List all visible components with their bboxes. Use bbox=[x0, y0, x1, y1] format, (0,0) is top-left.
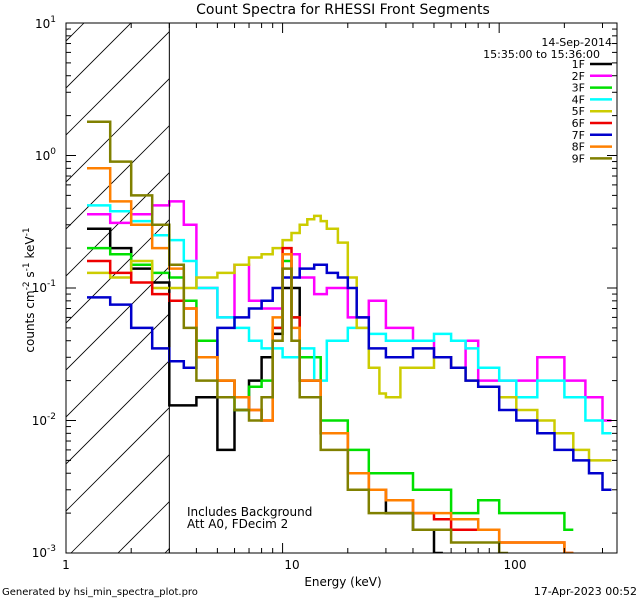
hatch-line bbox=[66, 219, 170, 324]
y-tick-label-1e-3: 10-3 bbox=[32, 544, 56, 560]
legend-label-1F: 1F bbox=[572, 58, 585, 71]
series-layer bbox=[87, 120, 612, 553]
chart-title: Count Spectra for RHESSI Front Segments bbox=[196, 2, 490, 18]
hatch-line bbox=[66, 31, 170, 136]
legend-label-5F: 5F bbox=[572, 105, 585, 118]
legend-date: 14-Sep-2014 bbox=[541, 36, 612, 49]
y-tick-label-1e-1: 10-1 bbox=[32, 279, 56, 295]
legend-label-3F: 3F bbox=[572, 82, 585, 95]
legend-label-8F: 8F bbox=[572, 141, 585, 154]
y-tick-label-1e1: 101 bbox=[35, 15, 56, 31]
hatch-line bbox=[66, 78, 170, 183]
y-tick-label-1e-2: 10-2 bbox=[32, 412, 56, 428]
x-tick-label-100: 100 bbox=[504, 558, 527, 572]
legend-label-7F: 7F bbox=[572, 129, 585, 142]
x-axis-label: Energy (keV) bbox=[304, 575, 381, 589]
hatch-line bbox=[70, 454, 170, 553]
axis-ticks bbox=[65, 22, 617, 554]
hatch-line bbox=[400, 23, 640, 553]
legend-label-6F: 6F bbox=[572, 117, 585, 130]
annotation-background: Includes Background bbox=[187, 505, 312, 519]
series-line-9F bbox=[87, 120, 509, 553]
x-tick-label-1: 1 bbox=[62, 558, 70, 572]
footer-generated: Generated by hsi_min_spectra_plot.pro bbox=[2, 587, 198, 598]
hatch-line bbox=[66, 266, 170, 371]
y-tick-label-1e0: 100 bbox=[35, 147, 56, 163]
hatch-line bbox=[66, 360, 170, 465]
x-tick-label-10: 10 bbox=[284, 558, 299, 572]
legend-label-9F: 9F bbox=[572, 152, 585, 165]
legend-label-4F: 4F bbox=[572, 93, 585, 106]
legend-label-2F: 2F bbox=[572, 70, 585, 83]
y-axis-label: counts cm-2 s-1 keV-1 bbox=[22, 227, 37, 352]
series-line-4F bbox=[87, 204, 612, 435]
shaded-region bbox=[66, 23, 640, 553]
series-line-8F bbox=[87, 167, 574, 553]
series-line-6F bbox=[87, 246, 574, 553]
series-line-7F bbox=[87, 263, 612, 492]
footer-timestamp: 17-Apr-2023 00:52 bbox=[534, 585, 637, 598]
legend-time: 15:35:00 to 15:36:00 bbox=[483, 48, 600, 61]
annotation-attenuator: Att A0, FDecim 2 bbox=[187, 517, 288, 531]
series-line-5F bbox=[87, 214, 612, 462]
hatch-line bbox=[66, 407, 170, 512]
